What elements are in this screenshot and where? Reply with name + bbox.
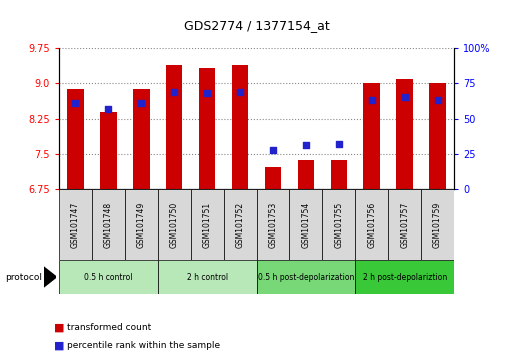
Text: GSM101749: GSM101749: [137, 202, 146, 248]
Text: GSM101748: GSM101748: [104, 202, 113, 248]
Text: 0.5 h control: 0.5 h control: [84, 273, 133, 281]
Text: GSM101751: GSM101751: [203, 202, 212, 248]
Bar: [224, 189, 256, 260]
Point: [302, 143, 310, 148]
Point: [401, 95, 409, 100]
Bar: [133, 89, 149, 189]
Text: 0.5 h post-depolarization: 0.5 h post-depolarization: [258, 273, 354, 281]
Bar: [322, 189, 355, 260]
Text: GDS2774 / 1377154_at: GDS2774 / 1377154_at: [184, 19, 329, 33]
Point: [368, 97, 376, 103]
Bar: [100, 113, 116, 189]
Text: 2 h post-depolariztion: 2 h post-depolariztion: [363, 273, 447, 281]
Text: protocol: protocol: [5, 273, 42, 281]
Bar: [298, 160, 314, 189]
Point: [433, 97, 442, 103]
Text: GSM101752: GSM101752: [235, 202, 245, 248]
Bar: [158, 260, 256, 294]
Text: GSM101759: GSM101759: [433, 202, 442, 248]
Point: [137, 100, 145, 106]
Text: transformed count: transformed count: [67, 323, 151, 332]
Bar: [265, 167, 281, 189]
Bar: [397, 79, 413, 189]
Point: [104, 106, 112, 112]
Point: [269, 147, 277, 153]
Bar: [421, 189, 454, 260]
Text: GSM101754: GSM101754: [301, 202, 310, 248]
Text: percentile rank within the sample: percentile rank within the sample: [67, 341, 220, 350]
Polygon shape: [44, 267, 56, 287]
Text: 2 h control: 2 h control: [187, 273, 228, 281]
Text: GSM101757: GSM101757: [400, 202, 409, 248]
Text: GSM101753: GSM101753: [268, 202, 278, 248]
Text: ■: ■: [54, 322, 64, 332]
Bar: [158, 189, 191, 260]
Bar: [59, 260, 158, 294]
Text: ■: ■: [54, 340, 64, 350]
Bar: [59, 189, 92, 260]
Bar: [355, 260, 454, 294]
Bar: [256, 260, 355, 294]
Bar: [289, 189, 322, 260]
Bar: [330, 160, 347, 189]
Bar: [388, 189, 421, 260]
Bar: [429, 83, 446, 189]
Bar: [67, 89, 84, 189]
Bar: [199, 68, 215, 189]
Text: GSM101750: GSM101750: [170, 202, 179, 248]
Bar: [355, 189, 388, 260]
Text: GSM101756: GSM101756: [367, 202, 376, 248]
Bar: [191, 189, 224, 260]
Point: [203, 90, 211, 96]
Bar: [166, 65, 183, 189]
Bar: [92, 189, 125, 260]
Text: GSM101747: GSM101747: [71, 202, 80, 248]
Point: [170, 89, 179, 95]
Point: [236, 89, 244, 95]
Point: [71, 100, 80, 106]
Point: [334, 141, 343, 147]
Bar: [256, 189, 289, 260]
Bar: [125, 189, 158, 260]
Bar: [364, 83, 380, 189]
Bar: [232, 65, 248, 189]
Text: GSM101755: GSM101755: [334, 202, 343, 248]
